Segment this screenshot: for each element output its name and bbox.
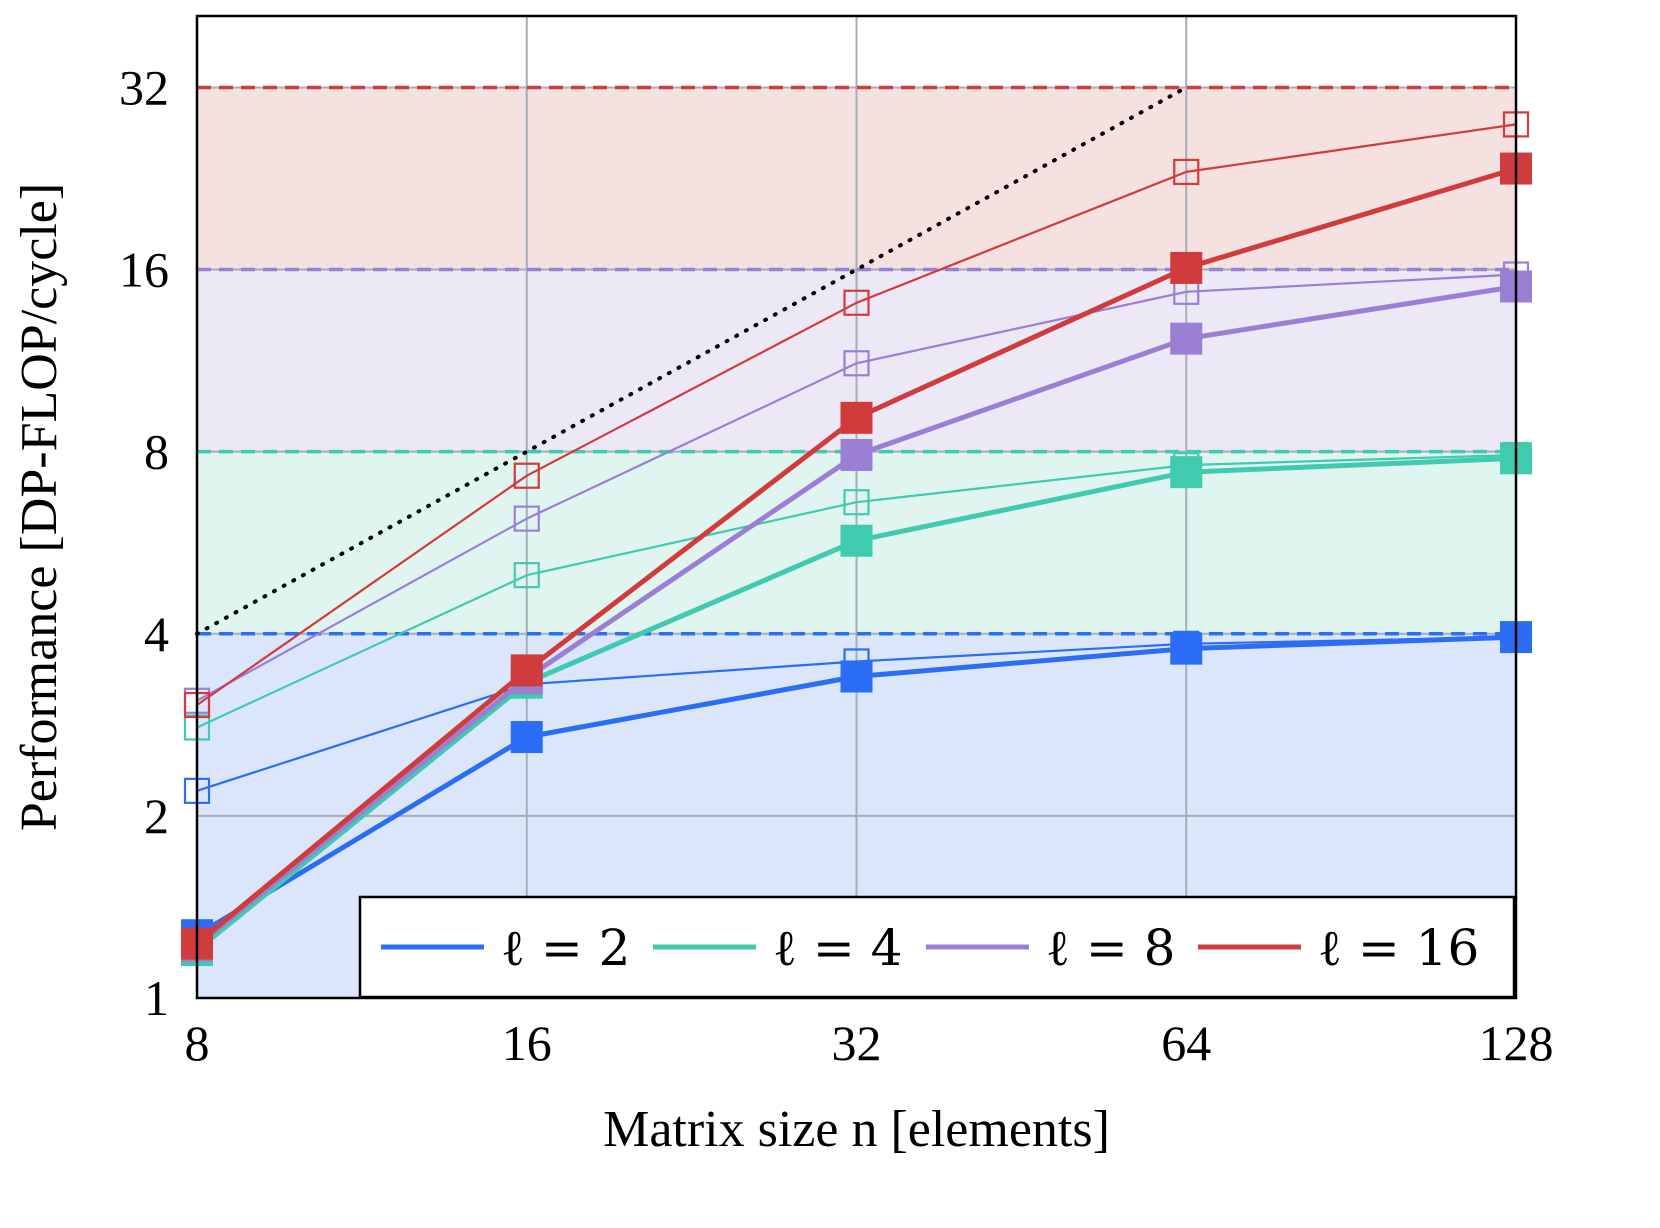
y-tick-label: 32	[119, 59, 169, 115]
legend-label: ℓ = 2	[501, 919, 630, 977]
data-point	[510, 654, 543, 687]
data-point	[843, 350, 870, 377]
legend: ℓ = 2 ℓ = 4 ℓ = 8 ℓ = 16	[358, 895, 1516, 999]
series-line	[196, 453, 1517, 729]
y-tick-label: 2	[144, 788, 169, 844]
x-tick-label: 16	[502, 1015, 552, 1071]
series-line	[196, 273, 1517, 702]
legend-label: ℓ = 8	[1046, 919, 1175, 977]
x-tick-labels: 8 16 32 64 128	[185, 1015, 1554, 1071]
series-line	[196, 123, 1517, 706]
x-tick-label: 32	[832, 1015, 882, 1071]
legend-box	[358, 895, 1516, 999]
data-point	[513, 505, 540, 532]
legend-label: ℓ = 16	[1318, 919, 1479, 977]
data-point	[1170, 456, 1203, 489]
x-tick-label: 8	[185, 1015, 210, 1071]
data-point	[843, 289, 870, 316]
x-axis-title: Matrix size n [elements]	[603, 1101, 1110, 1158]
y-tick-label: 1	[144, 970, 169, 1026]
data-point	[513, 562, 540, 589]
x-tick-label: 64	[1161, 1015, 1211, 1071]
data-point	[840, 438, 873, 471]
data-point	[840, 660, 873, 693]
data-point	[513, 462, 540, 489]
data-point	[843, 489, 870, 516]
data-point	[840, 524, 873, 557]
y-tick-label: 16	[119, 242, 169, 298]
data-point	[1170, 632, 1203, 665]
data-point	[840, 401, 873, 434]
data-point	[1170, 322, 1203, 355]
data-point	[1173, 158, 1200, 186]
y-tick-label: 8	[144, 424, 169, 480]
y-tick-labels: 1 2 4 8 16 32	[119, 59, 169, 1026]
data-point	[1170, 251, 1203, 284]
bound-line-path	[195, 85, 1189, 636]
y-tick-label: 4	[144, 606, 169, 662]
y-axis-title: Performance [DP-FLOP/cycle]	[11, 183, 68, 831]
series-group	[181, 111, 1532, 967]
x-tick-label: 128	[1479, 1015, 1554, 1071]
legend-label: ℓ = 4	[773, 919, 902, 977]
bound-line	[195, 85, 1189, 636]
data-point	[510, 721, 543, 754]
